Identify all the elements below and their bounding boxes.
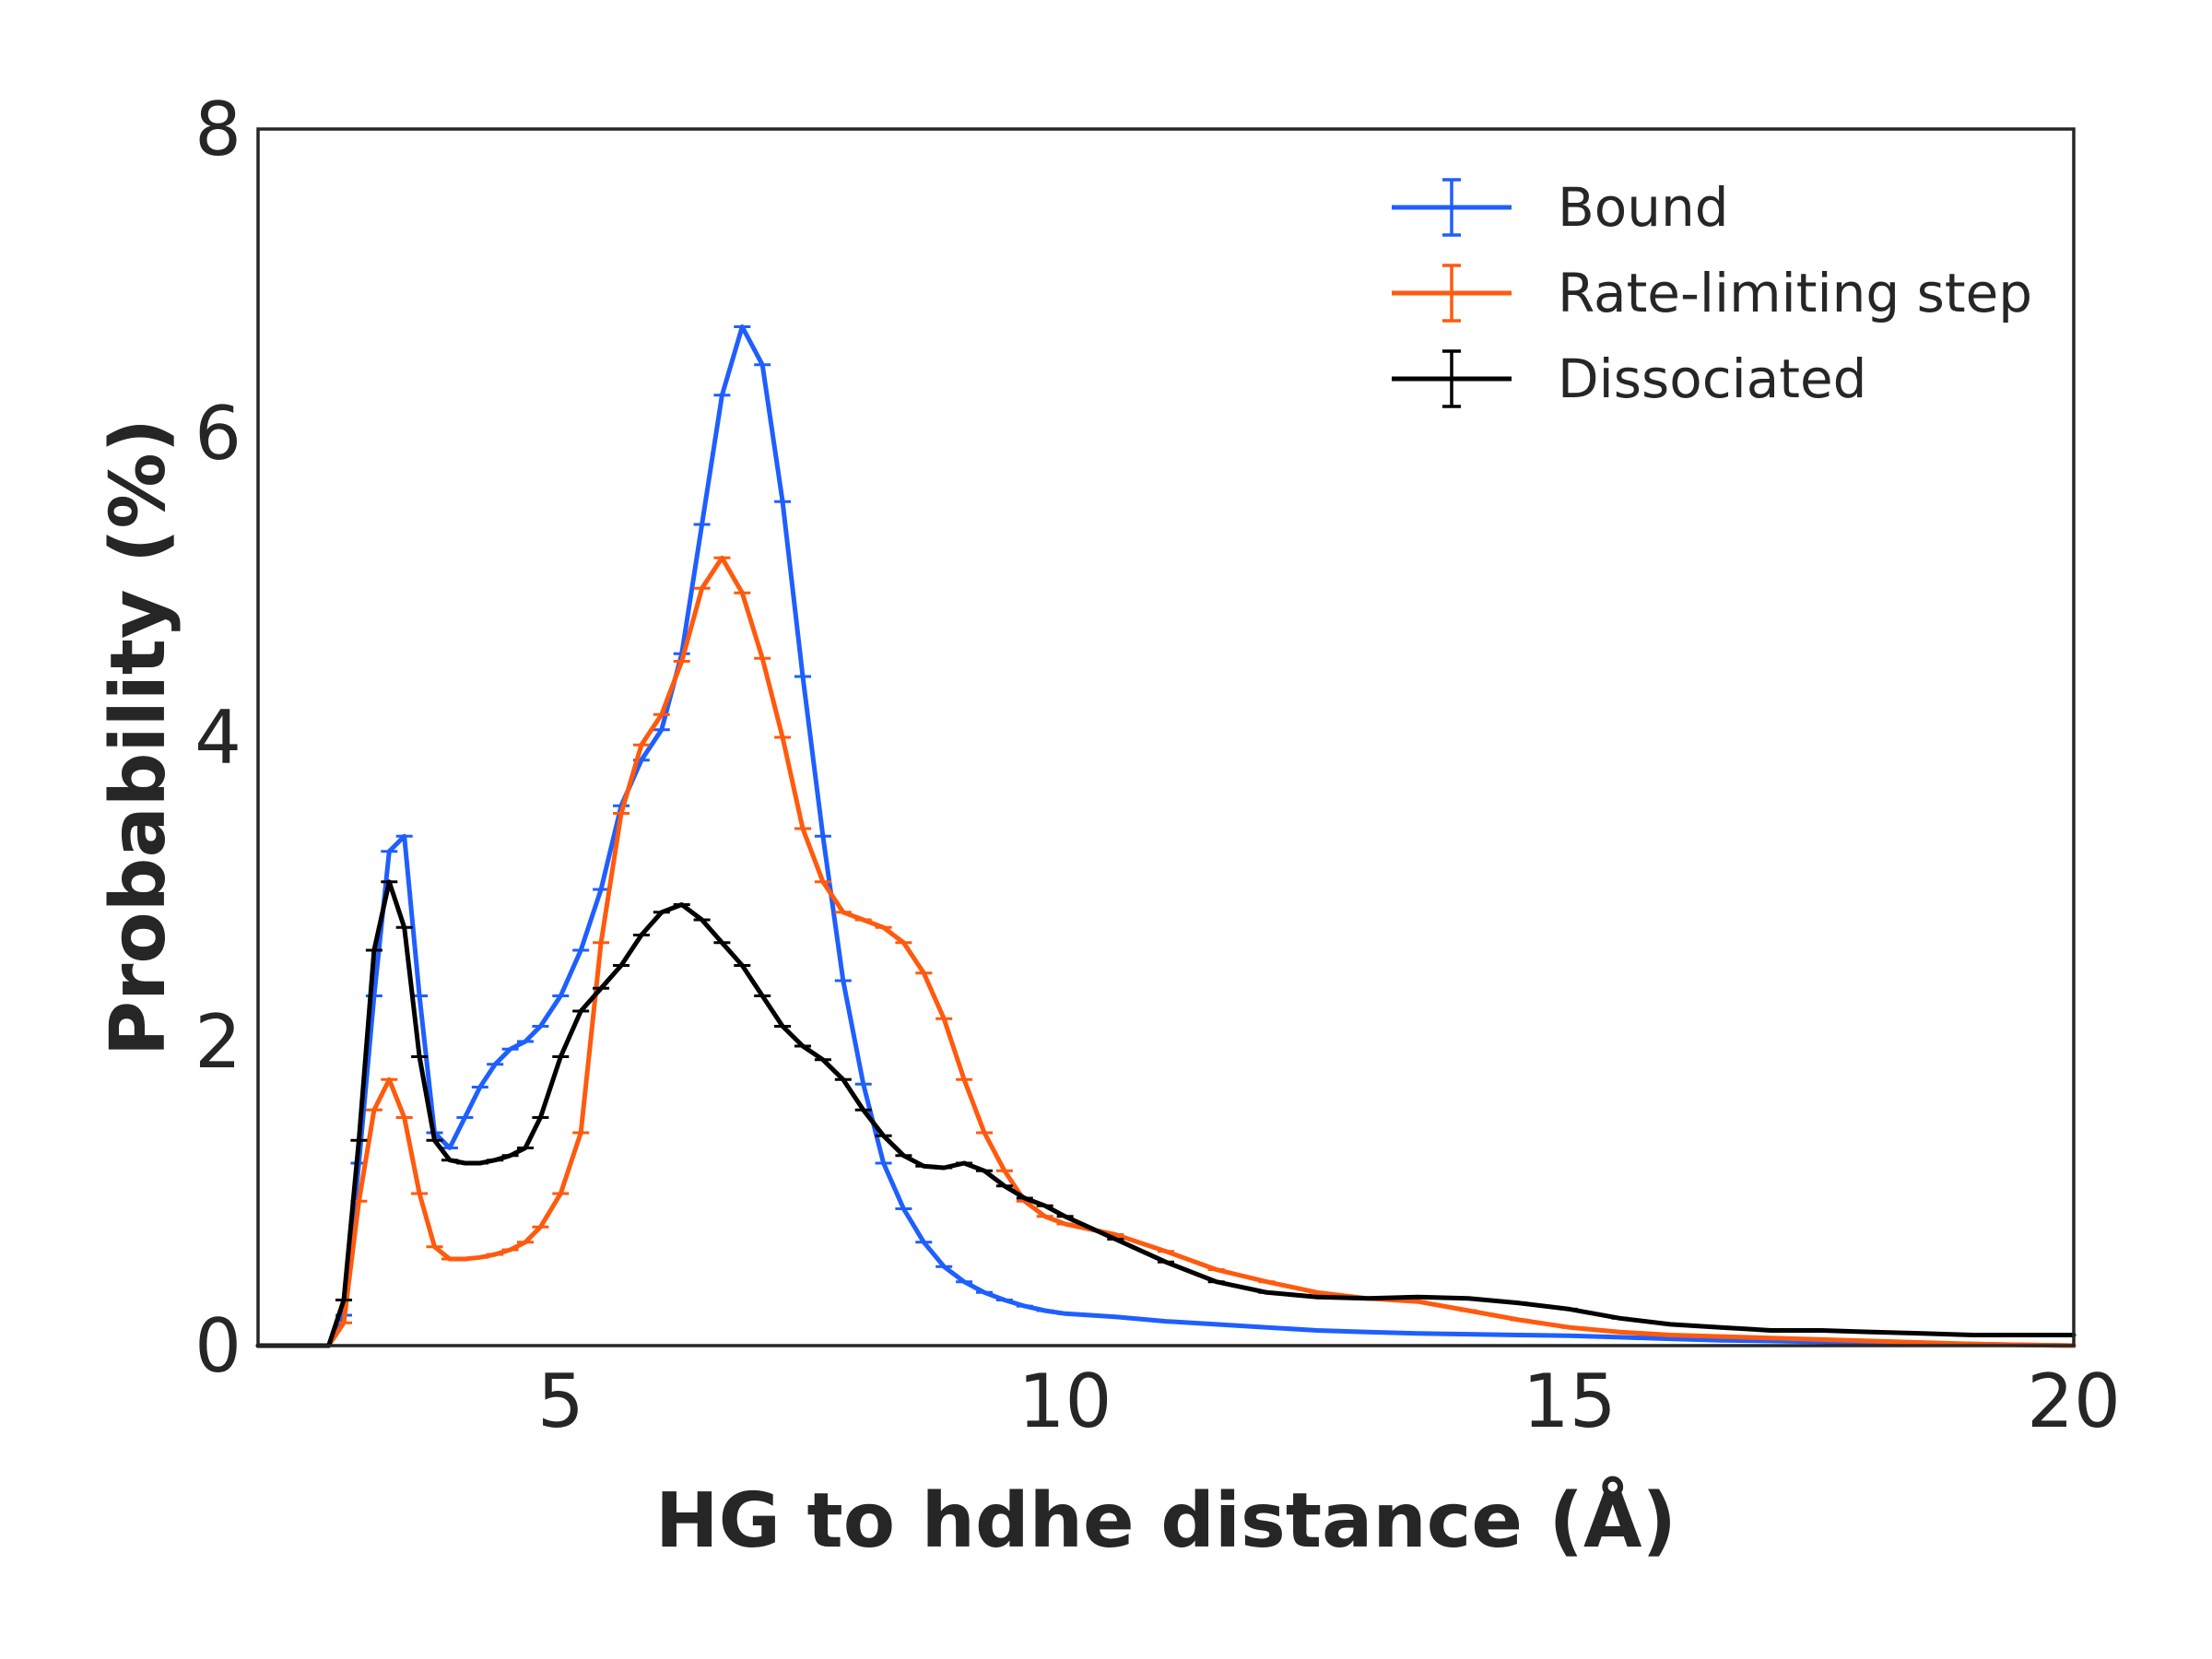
y-tick-label: 8	[194, 87, 241, 172]
series-1	[255, 555, 2077, 1348]
x-axis-ticks: 5 10 15 20	[537, 1359, 2121, 1444]
plot-frame	[256, 127, 2076, 1347]
x-tick-label: 10	[1018, 1359, 1112, 1444]
series-2	[255, 879, 2077, 1348]
x-axis-title: HG to hdhe distance (Å)	[655, 1476, 1677, 1565]
series-layer	[255, 324, 2077, 1348]
y-tick-label: 4	[194, 695, 241, 781]
legend: Bound Rate-limiting step Dissociated	[1392, 176, 2032, 410]
y-tick-label: 0	[194, 1303, 241, 1389]
x-tick-label: 20	[2027, 1359, 2121, 1444]
y-axis-title: Probability (%)	[95, 418, 182, 1056]
y-axis-ticks: 0 2 4 6 8	[194, 87, 241, 1389]
series-0	[255, 324, 2077, 1348]
x-tick-label: 5	[537, 1359, 584, 1444]
legend-item: Bound	[1392, 176, 1729, 239]
legend-label: Bound	[1558, 176, 1729, 239]
x-tick-label: 15	[1523, 1359, 1617, 1444]
legend-item: Dissociated	[1392, 347, 1866, 410]
legend-label: Dissociated	[1558, 347, 1866, 410]
legend-label: Rate-limiting step	[1558, 262, 2032, 324]
y-tick-label: 6	[194, 391, 241, 477]
legend-item: Rate-limiting step	[1392, 262, 2032, 324]
y-tick-label: 2	[194, 999, 241, 1085]
